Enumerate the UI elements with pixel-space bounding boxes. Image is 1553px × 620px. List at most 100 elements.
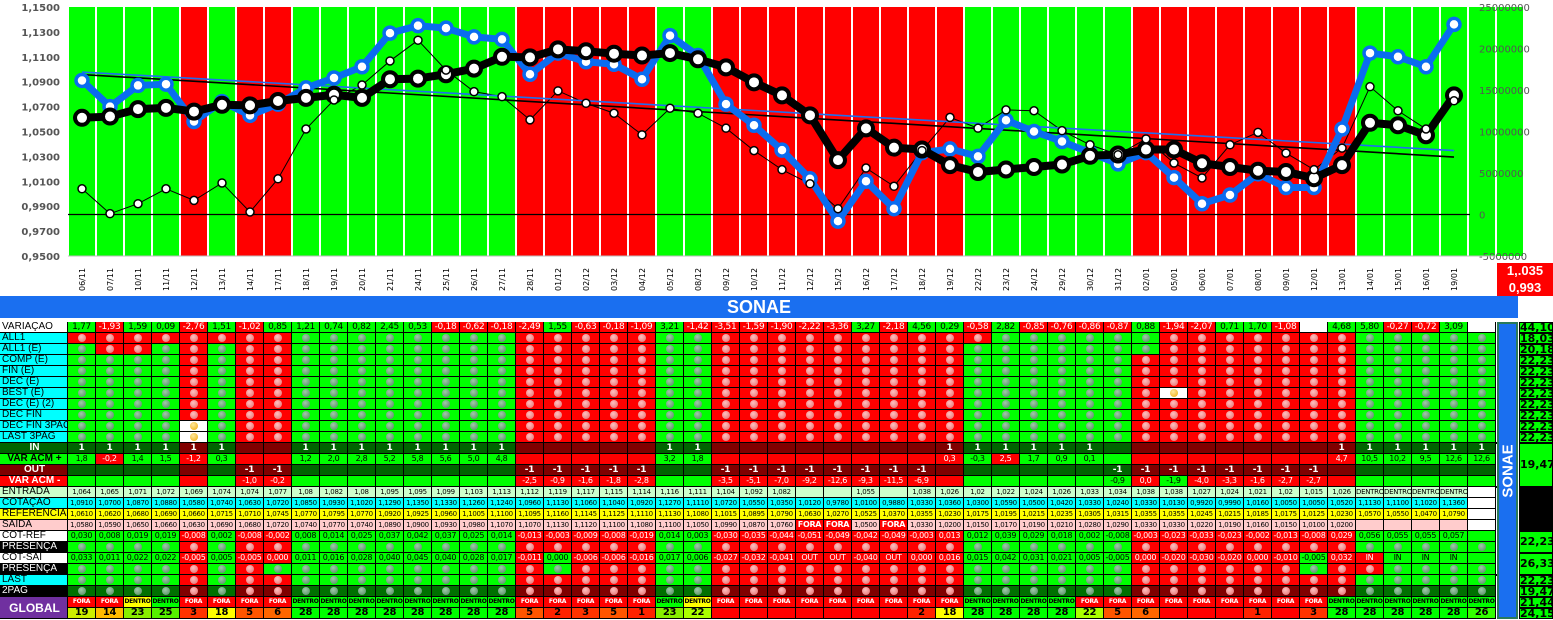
green-signal-icon (77, 432, 86, 441)
red-signal-icon (805, 432, 814, 441)
value-cell: 1,1050 (684, 520, 712, 531)
value-cell: 5 (1104, 608, 1132, 619)
signal-band (153, 7, 179, 256)
value-cell: 1,1100 (656, 520, 684, 531)
signal-cell (516, 366, 544, 377)
green-signal-icon (693, 355, 702, 364)
referencia-point (885, 138, 903, 157)
signal-cell (404, 542, 432, 553)
signal-cell (1048, 333, 1076, 344)
signal-cell (1160, 388, 1188, 399)
signal-cell (1132, 333, 1160, 344)
value-cell (824, 454, 852, 465)
value-cell: -0,85 (1020, 322, 1048, 333)
signal-cell (712, 366, 740, 377)
signal-cell (796, 399, 824, 410)
signal-band (265, 7, 291, 256)
red-signal-icon (245, 432, 254, 441)
green-signal-icon (105, 355, 114, 364)
value-cell: 1,111 (684, 487, 712, 498)
referencia-point (773, 86, 791, 105)
green-signal-icon (693, 564, 702, 573)
red-signal-icon (637, 586, 646, 595)
green-signal-icon (105, 366, 114, 375)
signal-cell (1132, 421, 1160, 432)
red-signal-icon (917, 333, 926, 342)
x-axis-tick-label: 06/11 (78, 268, 87, 291)
signal-cell (1076, 410, 1104, 421)
value-cell: 1,0360 (936, 498, 964, 509)
value-cell: 1,0305 (1076, 509, 1104, 520)
value-cell: -0,019 (628, 531, 656, 542)
green-signal-icon (217, 575, 226, 584)
signal-cell (320, 377, 348, 388)
signal-cell (796, 421, 824, 432)
value-cell: DENTRO (1048, 597, 1076, 608)
signal-cell (460, 355, 488, 366)
red-signal-icon (889, 388, 898, 397)
red-signal-icon (273, 410, 282, 419)
red-signal-icon (609, 333, 618, 342)
value-cell: 0,000 (1244, 553, 1272, 564)
green-signal-icon (385, 366, 394, 375)
value-cell (236, 443, 264, 454)
signal-cell (404, 333, 432, 344)
value-cell: 5,80 (1356, 322, 1384, 333)
green-signal-icon (357, 377, 366, 386)
red-signal-icon (609, 421, 618, 430)
red-signal-icon (889, 421, 898, 430)
value-cell: 5,2 (376, 454, 404, 465)
red-signal-icon (1365, 564, 1374, 573)
red-signal-icon (273, 366, 282, 375)
value-cell (208, 465, 236, 476)
signal-cell (992, 344, 1020, 355)
value-cell: -0,005 (1300, 553, 1328, 564)
signal-cell (880, 410, 908, 421)
signal-cell (1048, 542, 1076, 553)
value-cell: -2,22 (796, 322, 824, 333)
signal-cell (852, 344, 880, 355)
value-cell (264, 454, 292, 465)
row-label: FIN (E) (0, 366, 68, 377)
green-signal-icon (1365, 333, 1374, 342)
green-signal-icon (1057, 377, 1066, 386)
value-cell: 1,0520 (1328, 498, 1356, 509)
signal-cell (68, 388, 96, 399)
signal-cell (852, 399, 880, 410)
signal-cell (1272, 421, 1300, 432)
green-signal-icon (385, 388, 394, 397)
signal-cell (824, 399, 852, 410)
red-signal-icon (1337, 421, 1346, 430)
x-axis-tick-label: 11/12 (778, 268, 787, 291)
signal-cell (1244, 575, 1272, 586)
signal-cell (964, 388, 992, 399)
green-signal-icon (1449, 355, 1458, 364)
signal-cell (292, 344, 320, 355)
volume-point (581, 98, 591, 109)
value-cell: 0,015 (964, 553, 992, 564)
referencia-point (101, 107, 119, 126)
left-axis-tick-label: 0,9700 (21, 227, 60, 238)
value-cell: 0,040 (432, 553, 460, 564)
value-cell: 26 (1468, 608, 1496, 619)
value-cell: 0,000 (264, 553, 292, 564)
red-signal-icon (1197, 421, 1206, 430)
red-signal-icon (1197, 377, 1206, 386)
value-cell: -0,042 (852, 531, 880, 542)
value-cell: 0,3 (208, 454, 236, 465)
red-signal-icon (833, 542, 842, 551)
value-cell: 1,116 (656, 487, 684, 498)
value-cell: OUT (880, 553, 908, 564)
cotacao-point (998, 112, 1014, 129)
left-axis-tick-label: 1,0900 (21, 78, 60, 89)
signal-cell (1468, 366, 1496, 377)
value-cell: 1 (488, 443, 516, 454)
red-signal-icon (1337, 542, 1346, 551)
value-cell: -0,035 (740, 531, 768, 542)
value-cell: 1,0980 (460, 520, 488, 531)
red-signal-icon (1169, 344, 1178, 353)
red-signal-icon (1141, 377, 1150, 386)
red-signal-icon (777, 399, 786, 408)
signal-cell (432, 366, 460, 377)
signal-cell (1356, 355, 1384, 366)
